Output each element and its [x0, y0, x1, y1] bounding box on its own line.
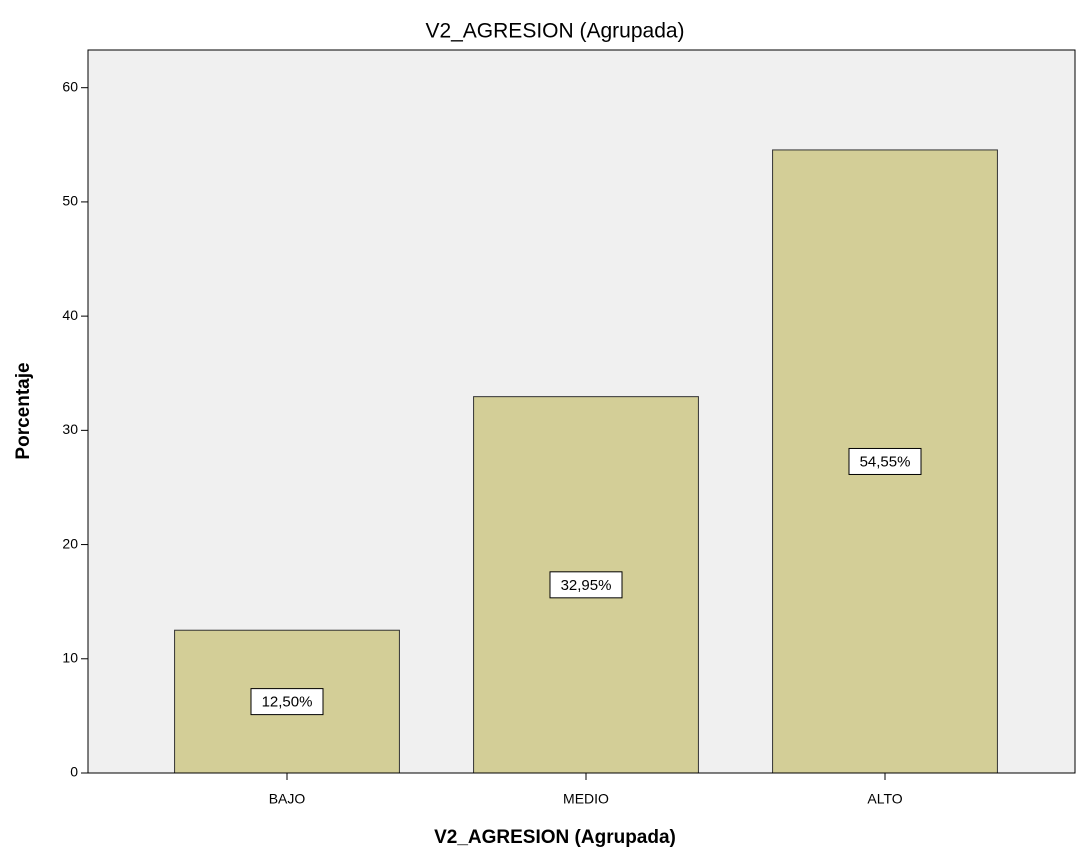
- chart-title: V2_AGRESION (Agrupada): [425, 20, 684, 43]
- value-label-box: [250, 688, 324, 716]
- value-label-box: [848, 447, 922, 475]
- y-tick-label: 10: [62, 649, 78, 665]
- value-label: 54,55%: [860, 453, 911, 470]
- y-axis-label: Porcentaje: [13, 362, 34, 459]
- y-tick-label: 20: [62, 535, 78, 551]
- x-tick-label: BAJO: [269, 791, 306, 807]
- value-label: 12,50%: [262, 694, 313, 711]
- x-tick-label: MEDIO: [563, 791, 609, 807]
- y-tick-label: 60: [62, 78, 78, 94]
- y-tick-label: 0: [70, 764, 78, 780]
- value-label-box: [549, 571, 623, 599]
- value-label: 32,95%: [561, 577, 612, 594]
- x-tick-label: ALTO: [867, 791, 902, 807]
- y-tick-label: 50: [62, 193, 78, 209]
- y-tick-label: 30: [62, 421, 78, 437]
- x-axis-label: V2_AGRESION (Agrupada): [434, 827, 676, 848]
- y-tick-label: 40: [62, 307, 78, 323]
